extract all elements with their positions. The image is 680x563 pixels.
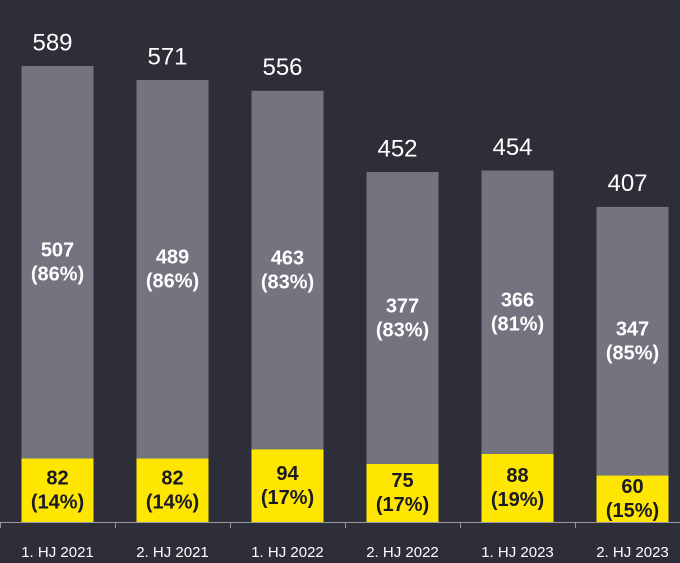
bar-segment bbox=[481, 170, 554, 454]
bar-segment bbox=[251, 449, 324, 522]
value-label: 60 bbox=[621, 476, 643, 498]
share-label: (14%) bbox=[146, 492, 199, 514]
x-tick-label: 2. HJ 2022 bbox=[366, 544, 439, 561]
value-label: 377 bbox=[386, 295, 419, 317]
total-label: 571 bbox=[147, 43, 187, 70]
share-label: (17%) bbox=[376, 494, 429, 516]
total-label: 589 bbox=[32, 29, 72, 56]
share-label: (81%) bbox=[491, 313, 544, 335]
value-label: 94 bbox=[276, 463, 299, 485]
bar-segment bbox=[596, 206, 669, 476]
share-label: (19%) bbox=[491, 489, 544, 511]
total-label: 452 bbox=[377, 135, 417, 162]
bar-segment bbox=[366, 172, 439, 464]
bar-segment bbox=[481, 453, 554, 522]
total-label: 454 bbox=[492, 134, 532, 161]
bar-segment bbox=[366, 463, 439, 522]
x-tick-label: 2. HJ 2023 bbox=[596, 544, 669, 561]
value-label: 507 bbox=[41, 240, 74, 262]
value-label: 82 bbox=[46, 468, 68, 490]
share-label: (14%) bbox=[31, 492, 84, 514]
share-label: (86%) bbox=[31, 264, 84, 286]
value-label: 75 bbox=[391, 470, 413, 492]
value-label: 463 bbox=[271, 247, 304, 269]
share-label: (15%) bbox=[606, 500, 659, 522]
x-tick-label: 1. HJ 2023 bbox=[481, 544, 554, 561]
value-label: 82 bbox=[161, 468, 183, 490]
total-label: 556 bbox=[262, 54, 302, 81]
share-label: (85%) bbox=[606, 343, 659, 365]
value-label: 489 bbox=[156, 247, 189, 269]
share-label: (86%) bbox=[146, 271, 199, 293]
bar-segment bbox=[251, 90, 324, 450]
value-label: 366 bbox=[501, 289, 534, 311]
bar-segment bbox=[21, 458, 94, 522]
bar-segment bbox=[136, 79, 209, 459]
bar-segment bbox=[596, 475, 669, 522]
x-tick-label: 2. HJ 2021 bbox=[136, 544, 209, 561]
total-label: 407 bbox=[607, 170, 647, 197]
x-tick-label: 1. HJ 2021 bbox=[21, 544, 94, 561]
bar-segment bbox=[136, 458, 209, 522]
value-label: 347 bbox=[616, 319, 649, 341]
x-tick-label: 1. HJ 2022 bbox=[251, 544, 324, 561]
value-label: 88 bbox=[506, 465, 528, 487]
share-label: (17%) bbox=[261, 487, 314, 509]
bar-segment bbox=[21, 66, 94, 459]
share-label: (83%) bbox=[261, 271, 314, 293]
share-label: (83%) bbox=[376, 319, 429, 341]
